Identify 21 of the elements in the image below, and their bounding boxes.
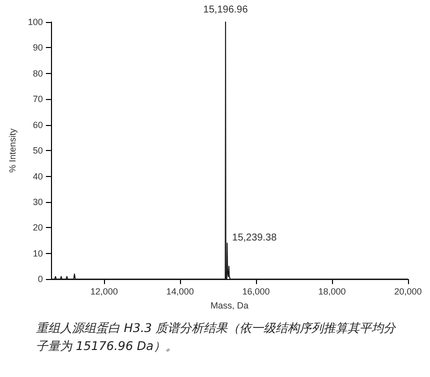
y-tick-label: 10	[32, 248, 43, 258]
y-tick-label: 80	[32, 68, 43, 78]
y-tick-label: 30	[32, 196, 43, 207]
x-tick-label: 20,000	[394, 286, 422, 297]
x-axis-title: Mass, Da	[210, 300, 248, 310]
x-tick-label: 14,000	[166, 286, 194, 297]
y-tick-label: 40	[32, 171, 43, 182]
y-tick-label: 90	[32, 42, 43, 53]
annotation: 15,196.96	[203, 4, 248, 16]
y-tick-label: 60	[32, 120, 43, 130]
x-tick-label: 12,000	[90, 286, 118, 297]
annotation: 15,239.38	[232, 232, 278, 244]
y-axis-title: % Intensity	[8, 128, 18, 173]
y-tick-label: 100	[28, 17, 43, 27]
y-tick-label: 0	[38, 274, 43, 284]
x-tick-label: 16,000	[242, 286, 270, 297]
y-tick-label: 70	[32, 94, 43, 104]
x-tick-label: 18,000	[318, 286, 346, 297]
text: 重组人源组蛋白 H3.3 质谱分析结果（依一级结构序列推算其平均分子量为 15176.96 Da）。	[36, 320, 397, 355]
y-tick-label: 50	[32, 146, 43, 156]
y-tick-label: 20	[32, 222, 43, 233]
